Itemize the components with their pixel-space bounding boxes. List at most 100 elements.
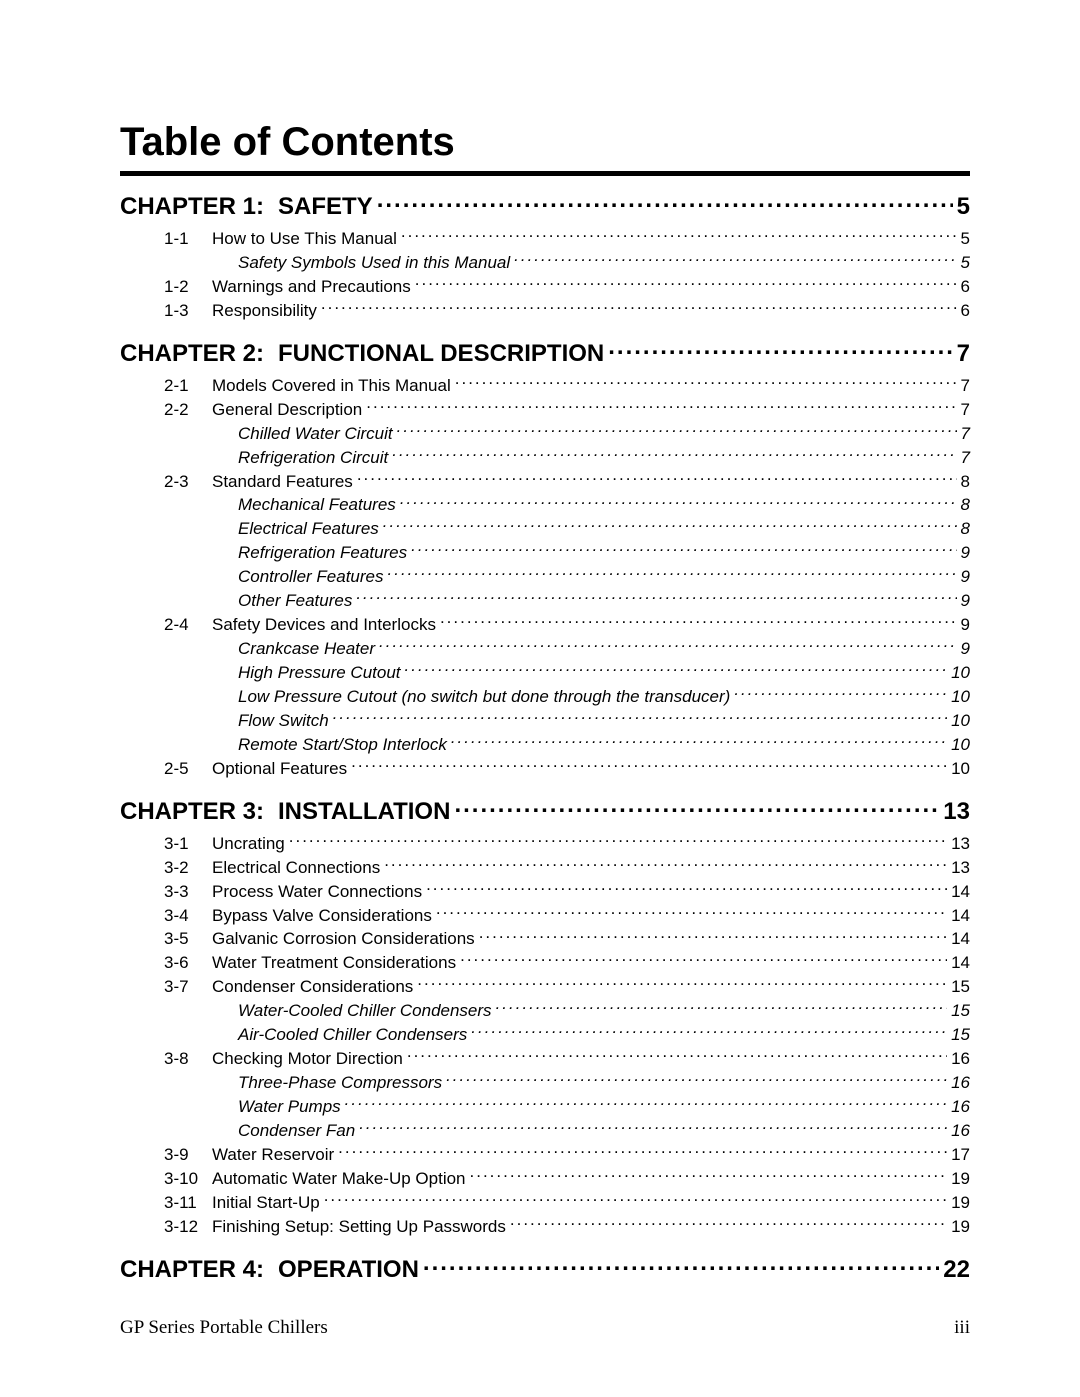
toc-entry: 3-11Initial Start-Up19: [164, 1191, 970, 1215]
title-rule: [120, 171, 970, 176]
entry-page: 6: [961, 300, 970, 323]
dot-leader: [411, 541, 956, 558]
toc-entry: 3-12Finishing Setup: Setting Up Password…: [164, 1215, 970, 1239]
entry-number: 3-8: [164, 1048, 212, 1071]
subentry-page: 16: [951, 1072, 970, 1095]
subentry-page: 9: [961, 590, 970, 613]
entry-page: 16: [951, 1048, 970, 1071]
chapter-prefix: CHAPTER 1:: [120, 193, 264, 221]
toc-entry: 3-9Water Reservoir17: [164, 1143, 970, 1167]
dot-leader: [379, 637, 957, 654]
toc-subentry: Water-Cooled Chiller Condensers15: [238, 999, 970, 1023]
dot-leader: [446, 1071, 947, 1088]
toc-subentry: Flow Switch10: [238, 709, 970, 733]
toc-entry: 2-3Standard Features8: [164, 470, 970, 494]
entry-number: 3-10: [164, 1168, 212, 1191]
subentry-title: Refrigeration Features: [238, 542, 407, 565]
entry-title: Uncrating: [212, 833, 285, 856]
toc-subentry: Mechanical Features8: [238, 493, 970, 517]
toc-entry: 2-2General Description 7: [164, 398, 970, 422]
chapter-title: Functional Description: [278, 340, 604, 368]
entry-number: 2-2: [164, 399, 212, 422]
dot-leader: [514, 251, 956, 268]
subentry-page: 16: [951, 1096, 970, 1119]
entry-page: 6: [961, 276, 970, 299]
subentry-page: 5: [961, 252, 970, 275]
chapter-prefix: CHAPTER 2:: [120, 340, 264, 368]
dot-leader: [470, 1167, 948, 1184]
subentry-title: Controller Features: [238, 566, 384, 589]
entry-number: 3-9: [164, 1144, 212, 1167]
chapter-entries: 3-1Uncrating133-2Electrical Connections1…: [164, 832, 970, 1239]
footer-left: GP Series Portable Chillers: [120, 1317, 328, 1339]
dot-leader: [392, 446, 956, 463]
subentry-title: Crankcase Heater: [238, 638, 375, 661]
toc-entry: 3-6Water Treatment Considerations14: [164, 951, 970, 975]
subentry-title: Low Pressure Cutout (no switch but done …: [238, 686, 730, 709]
entry-page: 14: [951, 928, 970, 951]
dot-leader: [436, 904, 947, 921]
dot-leader: [455, 374, 957, 391]
entry-number: 2-3: [164, 471, 212, 494]
entry-number: 3-2: [164, 857, 212, 880]
entry-page: 7: [961, 375, 970, 398]
toc-subentry: High Pressure Cutout10: [238, 661, 970, 685]
entry-title: Models Covered in This Manual: [212, 375, 451, 398]
toc-subentry: Electrical Features8: [238, 517, 970, 541]
entry-title: General Description: [212, 399, 362, 422]
chapter-prefix: CHAPTER 4:: [120, 1256, 264, 1284]
dot-leader: [356, 589, 956, 606]
entry-title: Finishing Setup: Setting Up Passwords: [212, 1216, 506, 1239]
entry-number: 3-6: [164, 952, 212, 975]
entry-title: Safety Devices and Interlocks: [212, 614, 436, 637]
dot-leader: [426, 880, 947, 897]
page-title: Table of Contents: [120, 120, 970, 165]
dot-leader: [423, 1253, 939, 1277]
dot-leader: [359, 1119, 947, 1136]
entry-number: 3-12: [164, 1216, 212, 1239]
dot-leader: [460, 951, 947, 968]
toc-subentry: Air-Cooled Chiller Condensers15: [238, 1023, 970, 1047]
chapter-heading: CHAPTER 2: Functional Description 7: [120, 337, 970, 368]
toc-subentry: Safety Symbols Used in this Manual5: [238, 251, 970, 275]
toc-entry: 3-5Galvanic Corrosion Considerations14: [164, 927, 970, 951]
dot-leader: [366, 398, 956, 415]
subentry-page: 8: [961, 494, 970, 517]
dot-leader: [451, 733, 947, 750]
chapter-title: Installation: [278, 798, 450, 826]
toc-entry: 1-2Warnings and Precautions6: [164, 275, 970, 299]
table-of-contents: CHAPTER 1:Safety51-1How to Use This Manu…: [120, 190, 970, 1284]
entry-title: Electrical Connections: [212, 857, 380, 880]
chapter-page: 7: [957, 340, 970, 368]
subentry-title: Refrigeration Circuit: [238, 447, 388, 470]
entry-title: Condenser Considerations: [212, 976, 413, 999]
dot-leader: [289, 832, 947, 849]
entry-title: Bypass Valve Considerations: [212, 905, 432, 928]
subentry-title: Electrical Features: [238, 518, 379, 541]
dot-leader: [338, 1143, 947, 1160]
dot-leader: [608, 337, 952, 361]
dot-leader: [400, 493, 957, 510]
chapter-page: 13: [943, 798, 970, 826]
dot-leader: [345, 1095, 947, 1112]
toc-entry: 3-4Bypass Valve Considerations14: [164, 904, 970, 928]
entry-page: 7: [961, 399, 970, 422]
dot-leader: [440, 613, 957, 630]
subentry-title: Water-Cooled Chiller Condensers: [238, 1000, 492, 1023]
subentry-title: Chilled Water Circuit: [238, 423, 393, 446]
entry-page: 19: [951, 1168, 970, 1191]
entry-page: 19: [951, 1192, 970, 1215]
subentry-page: 10: [951, 710, 970, 733]
chapter-prefix: CHAPTER 3:: [120, 798, 264, 826]
subentry-title: Remote Start/Stop Interlock: [238, 734, 447, 757]
dot-leader: [397, 422, 957, 439]
toc-entry: 2-1Models Covered in This Manual7: [164, 374, 970, 398]
entry-number: 2-4: [164, 614, 212, 637]
entry-number: 3-1: [164, 833, 212, 856]
toc-subentry: Other Features9: [238, 589, 970, 613]
chapter-entries: 1-1How to Use This Manual5Safety Symbols…: [164, 227, 970, 323]
entry-title: Galvanic Corrosion Considerations: [212, 928, 475, 951]
entry-title: Water Treatment Considerations: [212, 952, 456, 975]
toc-subentry: Refrigeration Circuit7: [238, 446, 970, 470]
toc-subentry: Water Pumps16: [238, 1095, 970, 1119]
